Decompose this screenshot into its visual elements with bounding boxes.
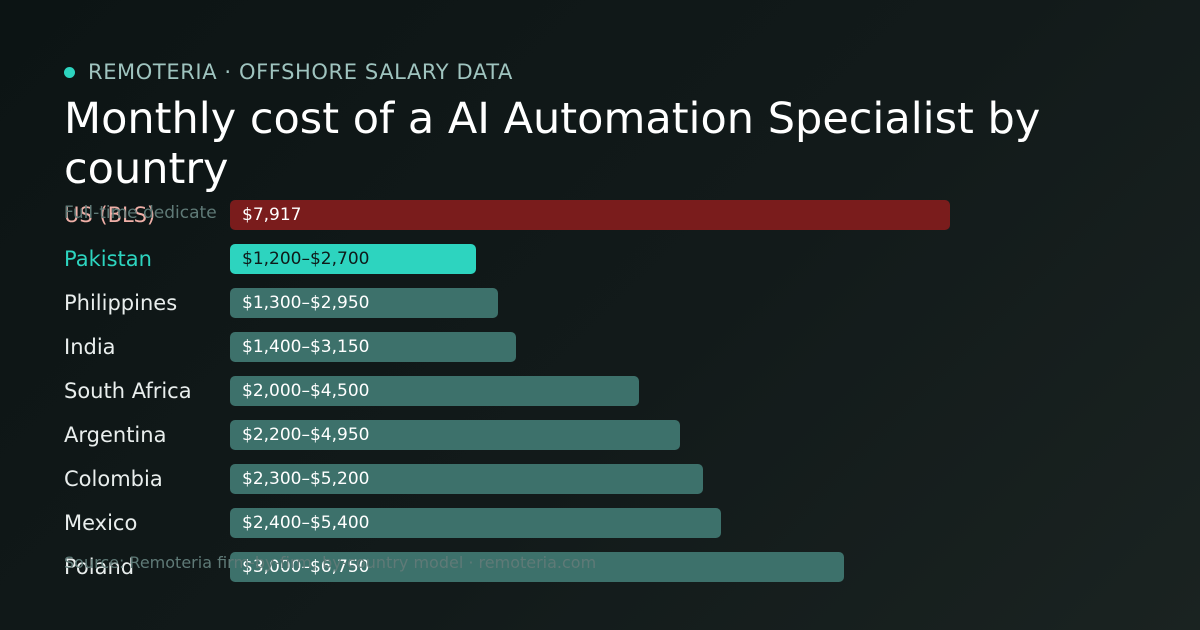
bar-value-label: $3,000–$6,750	[242, 557, 370, 577]
bar: $2,400–$5,400	[230, 508, 721, 538]
bar: $2,200–$4,950	[230, 420, 680, 450]
bar-value-label: $2,300–$5,200	[242, 469, 370, 489]
bar: $3,000–$6,750	[230, 552, 844, 582]
bar: $2,300–$5,200	[230, 464, 703, 494]
chart-subtitle: Full-time dedicate	[64, 203, 217, 223]
chart-title: Monthly cost of a AI Automation Speciali…	[64, 94, 1041, 194]
category-label: Argentina	[64, 423, 167, 447]
bar-value-label: $1,400–$3,150	[242, 337, 370, 357]
brand-label: REMOTERIA · OFFSHORE SALARY DATA	[88, 60, 513, 84]
category-label: Poland	[64, 555, 135, 579]
bar-value-label: $2,000–$4,500	[242, 381, 370, 401]
category-label: South Africa	[64, 379, 192, 403]
category-label: US (BLS)	[64, 203, 156, 227]
source-note: Source: Remoteria firm-by-firm, by-count…	[64, 553, 597, 572]
bar: $7,917	[230, 200, 950, 230]
bar-value-label: $7,917	[242, 205, 302, 225]
bar: $1,200–$2,700	[230, 244, 476, 274]
bar: $1,300–$2,950	[230, 288, 498, 318]
bar: $1,400–$3,150	[230, 332, 516, 362]
category-label: Philippines	[64, 291, 178, 315]
bar: $2,000–$4,500	[230, 376, 639, 406]
brand-header: REMOTERIA · OFFSHORE SALARY DATA	[64, 60, 513, 84]
category-label: Colombia	[64, 467, 163, 491]
brand-dot-icon	[64, 66, 75, 78]
bar-value-label: $1,300–$2,950	[242, 293, 370, 313]
bar-value-label: $1,200–$2,700	[242, 249, 370, 269]
category-label: India	[64, 335, 116, 359]
category-label: Pakistan	[64, 247, 152, 271]
bar-value-label: $2,400–$5,400	[242, 513, 370, 533]
bar-value-label: $2,200–$4,950	[242, 425, 370, 445]
category-label: Mexico	[64, 511, 138, 535]
